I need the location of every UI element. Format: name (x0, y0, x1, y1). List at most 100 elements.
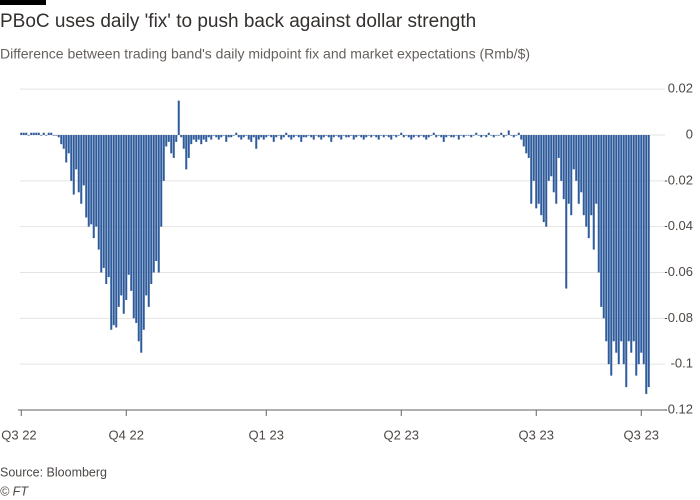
bar (242, 135, 245, 138)
bar (380, 135, 383, 136)
bar (55, 135, 58, 136)
bar (540, 135, 543, 216)
bar (397, 135, 400, 136)
bar (320, 135, 323, 140)
bar (257, 135, 260, 140)
bar (465, 135, 468, 136)
bar (442, 135, 445, 142)
bar (482, 135, 485, 136)
bar (407, 135, 410, 138)
bar (95, 135, 98, 227)
bar (245, 135, 248, 136)
bar (187, 135, 190, 158)
bar (432, 132, 435, 135)
bar (430, 135, 433, 136)
bar (22, 132, 25, 135)
bar (205, 135, 208, 142)
bar (460, 135, 463, 136)
bar (450, 135, 453, 138)
bar (35, 132, 38, 135)
bar (550, 135, 553, 177)
bar (97, 135, 100, 250)
bar (575, 135, 578, 181)
bar (500, 132, 503, 135)
bar (212, 135, 215, 136)
bar (100, 135, 103, 273)
bar (497, 135, 500, 136)
bar (247, 135, 250, 140)
bar (535, 135, 538, 209)
bar (310, 135, 313, 138)
bar (137, 135, 140, 342)
bar (522, 135, 525, 147)
bar (335, 135, 338, 136)
bar (32, 132, 35, 135)
bar (152, 135, 155, 273)
bar (120, 135, 123, 296)
bar (635, 135, 638, 376)
bar (382, 135, 385, 138)
bar (417, 135, 420, 138)
bar (300, 135, 303, 142)
bar (645, 135, 648, 394)
bar (422, 135, 425, 138)
bar (545, 135, 548, 227)
bar (225, 135, 228, 142)
bar (52, 135, 55, 136)
y-tick-label: 0 (686, 126, 693, 141)
bar (512, 135, 515, 138)
bar (552, 135, 555, 193)
bar (267, 135, 270, 136)
bar (302, 135, 305, 138)
bar (130, 135, 133, 291)
bar (127, 135, 130, 275)
x-tick-label: Q3 23 (519, 427, 554, 442)
x-tick-label: Q2 23 (384, 427, 419, 442)
bar (255, 135, 258, 149)
bar (502, 135, 505, 138)
bar (75, 135, 78, 170)
bar (647, 135, 650, 388)
bar (630, 135, 633, 353)
bar (150, 135, 153, 284)
bar (605, 135, 608, 342)
bar (200, 135, 203, 145)
bar (405, 135, 408, 136)
bar (475, 132, 478, 135)
bar (537, 135, 540, 204)
bar (220, 135, 223, 138)
bar (197, 135, 200, 140)
bar (90, 135, 93, 225)
bar (425, 135, 428, 140)
bar (457, 135, 460, 140)
bar (62, 135, 65, 149)
bar (190, 135, 193, 145)
bar (445, 135, 448, 138)
bar (387, 135, 390, 138)
bar (342, 135, 345, 136)
bar (175, 135, 178, 142)
bar (625, 135, 628, 388)
bar (367, 135, 370, 136)
bar (480, 135, 483, 138)
bar (240, 135, 243, 140)
bar (582, 135, 585, 216)
bar (210, 135, 213, 140)
bar (357, 135, 360, 136)
bar (180, 135, 183, 138)
y-tick-label: -0.02 (663, 172, 693, 187)
bar (452, 135, 455, 138)
bar (20, 132, 23, 135)
x-tick-label: Q3 22 (1, 427, 36, 442)
bar (142, 135, 145, 330)
bar (437, 135, 440, 136)
bar (317, 135, 320, 138)
bar (162, 135, 165, 181)
bar (207, 135, 210, 138)
bar (227, 135, 230, 138)
bar (470, 135, 473, 138)
bar (572, 135, 575, 170)
bar (587, 135, 590, 239)
bar (125, 135, 128, 300)
bar (560, 135, 563, 181)
